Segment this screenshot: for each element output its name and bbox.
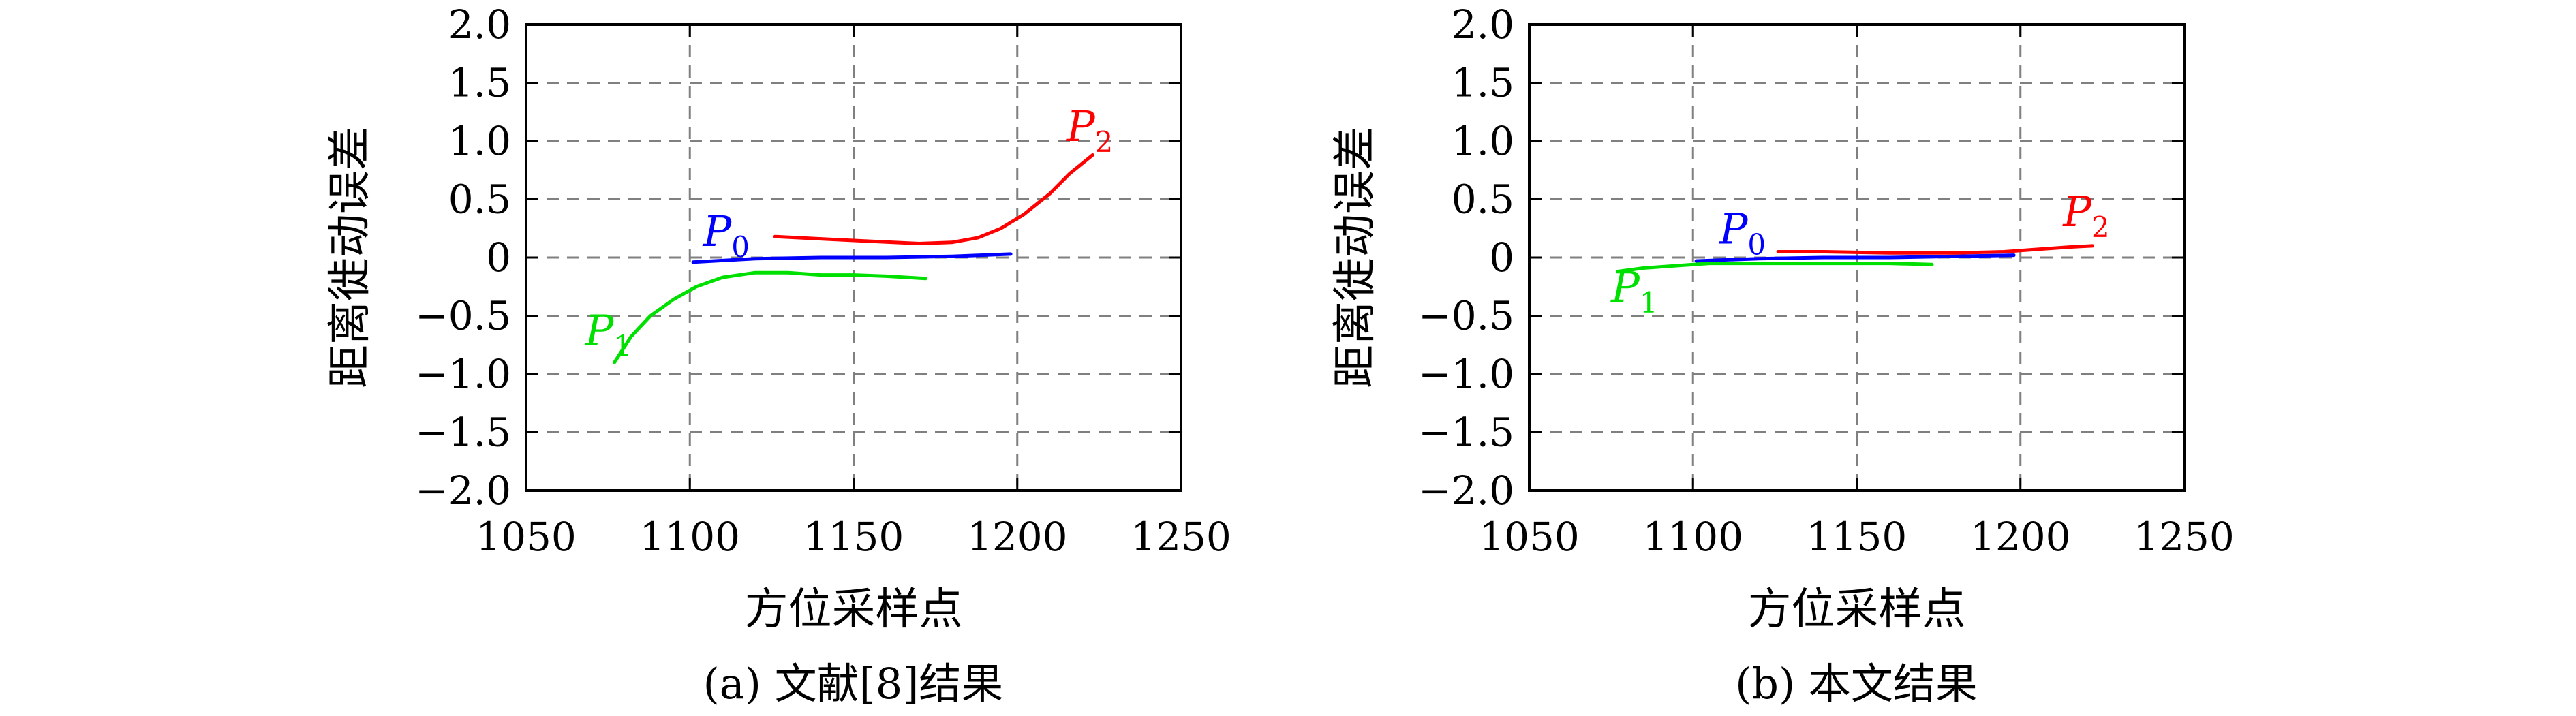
- y-axis-label: 距离徙动误差: [325, 127, 375, 388]
- series-line-p1: [613, 270, 927, 364]
- x-tick-label: 1100: [639, 514, 740, 560]
- series-label-main: P: [1610, 262, 1640, 312]
- x-tick-label: 1150: [1807, 514, 1907, 560]
- x-tick-label: 1050: [1479, 514, 1580, 560]
- y-tick-label: 0: [1489, 234, 1514, 281]
- y-tick-label: −1.0: [1418, 351, 1514, 397]
- panel-caption: (a) 文献[8]结果: [703, 659, 1004, 709]
- y-tick-label: −1.5: [415, 409, 511, 456]
- y-tick-label: −1.0: [415, 351, 511, 397]
- y-tick-label: 2.0: [448, 1, 511, 48]
- series-label-subscript: 1: [1640, 286, 1658, 320]
- series-label-subscript: 2: [2091, 211, 2110, 244]
- series-label-p2: P2: [1066, 102, 1113, 159]
- series-line-p2: [773, 153, 1094, 245]
- series-label-subscript: 2: [1095, 125, 1114, 159]
- series-label-p1: P1: [584, 305, 631, 362]
- series-line-p2: [1776, 244, 2094, 255]
- x-tick-label: 1100: [1642, 514, 1743, 560]
- y-tick-label: −1.5: [1418, 409, 1514, 456]
- x-axis-label: 方位采样点: [1748, 585, 1966, 635]
- x-tick-label: 1150: [803, 514, 904, 560]
- series-label-p0: P0: [1719, 204, 1766, 261]
- y-tick-label: 0.5: [448, 176, 511, 223]
- panel-caption: (b) 本文结果: [1735, 659, 1978, 709]
- series-line-p0: [691, 252, 1013, 264]
- y-tick-label: 2.0: [1452, 1, 1514, 48]
- series-label-subscript: 0: [731, 230, 750, 264]
- y-tick-label: 0: [486, 234, 511, 281]
- series-label-main: P: [702, 206, 732, 256]
- series-line-p0: [1694, 253, 2016, 263]
- x-tick-label: 1200: [1970, 514, 2071, 560]
- series-label-main: P: [584, 305, 614, 355]
- x-axis-label: 方位采样点: [745, 585, 963, 635]
- series-label-main: P: [2062, 187, 2092, 236]
- series-label-p1: P1: [1610, 262, 1657, 320]
- series-label-subscript: 1: [613, 329, 632, 362]
- series-label-subscript: 0: [1747, 228, 1766, 261]
- y-tick-label: −0.5: [1418, 293, 1514, 339]
- series-line-p1: [1616, 262, 1934, 273]
- x-tick-label: 1250: [1131, 514, 1231, 560]
- y-axis-label: 距离徙动误差: [1330, 127, 1381, 388]
- x-tick-label: 1250: [2134, 514, 2235, 560]
- x-tick-label: 1050: [476, 514, 577, 560]
- y-tick-label: 1.0: [1452, 118, 1514, 164]
- y-tick-label: 1.5: [448, 60, 511, 106]
- series-label-p2: P2: [2062, 187, 2109, 244]
- y-tick-label: 0.5: [1452, 176, 1514, 223]
- y-tick-label: 1.0: [448, 118, 511, 164]
- series-label-p0: P0: [702, 206, 749, 264]
- y-tick-label: −2.0: [1418, 467, 1514, 514]
- x-tick-label: 1200: [967, 514, 1068, 560]
- y-tick-label: −0.5: [415, 293, 511, 339]
- y-tick-label: 1.5: [1452, 60, 1514, 106]
- series-label-main: P: [1066, 102, 1096, 151]
- y-tick-label: −2.0: [415, 467, 511, 514]
- series-label-main: P: [1719, 204, 1749, 253]
